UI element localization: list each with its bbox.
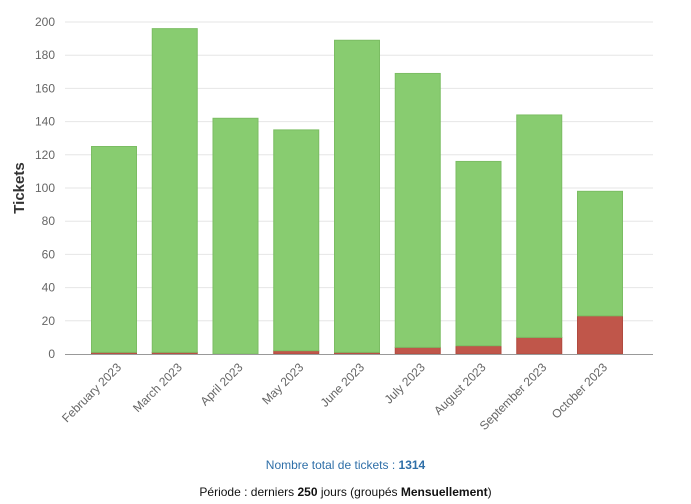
x-tick-label: February 2023: [59, 360, 124, 425]
total-tickets-value: 1314: [398, 458, 426, 472]
y-axis-label: Tickets: [11, 162, 28, 213]
y-tick-label: 100: [35, 181, 55, 195]
stacked-bar-chart: 0 20 40 60 80 100 120 140 160 180 200 February 202…: [11, 15, 653, 433]
total-tickets-label: Nombre total de tickets :: [265, 458, 399, 472]
y-tick-label: 180: [35, 48, 55, 62]
bar-segment-green: [273, 129, 320, 352]
x-tick-label: October 2023: [549, 360, 611, 422]
bar-segment-green: [516, 114, 563, 338]
bar-segment-red: [394, 346, 441, 355]
y-tick-label: 0: [48, 347, 55, 361]
period-mid: jours (groupés: [317, 485, 401, 499]
y-tick-label: 140: [35, 115, 55, 129]
bar-segment-green: [334, 39, 380, 353]
bar-segment-red: [455, 345, 502, 355]
x-tick-label: March 2023: [130, 360, 185, 415]
bar-segment-green: [91, 146, 137, 353]
bar-segment-green: [394, 72, 441, 348]
bar-segment-red: [577, 315, 623, 355]
chart-container: 0 20 40 60 80 100 120 140 160 180 200 February 202…: [11, 15, 653, 433]
period-prefix: Période : derniers: [199, 485, 298, 499]
y-tick-label: 20: [42, 314, 56, 328]
y-tick-label: 60: [42, 247, 56, 261]
bars: [91, 28, 623, 355]
bar-segment-green: [212, 117, 259, 355]
bar-segment-red: [516, 336, 563, 355]
period-suffix: ): [487, 485, 492, 499]
period-days: 250: [297, 485, 318, 499]
x-tick-label: August 2023: [431, 360, 489, 418]
y-tick-labels: 0 20 40 60 80 100 120 140 160 180 200: [35, 15, 55, 361]
y-tick-label: 160: [35, 81, 55, 95]
period-grouping: Mensuellement: [400, 485, 488, 499]
x-tick-label: April 2023: [198, 360, 246, 408]
y-tick-label: 120: [35, 148, 55, 162]
bar-segment-green: [577, 190, 623, 317]
x-tick-labels: February 2023 March 2023 April 2023 May 202…: [59, 360, 610, 433]
y-tick-label: 80: [42, 214, 56, 228]
bar-segment-green: [151, 28, 198, 353]
y-tick-label: 40: [42, 281, 56, 295]
total-tickets-line: Nombre total de tickets : 1314: [0, 458, 691, 472]
x-tick-label: June 2023: [318, 360, 368, 410]
x-tick-label: May 2023: [259, 360, 306, 407]
period-line: Période : derniers 250 jours (groupés Me…: [0, 485, 691, 499]
y-tick-label: 200: [35, 15, 55, 29]
x-tick-label: July 2023: [382, 360, 428, 406]
bar-segment-green: [455, 160, 502, 347]
